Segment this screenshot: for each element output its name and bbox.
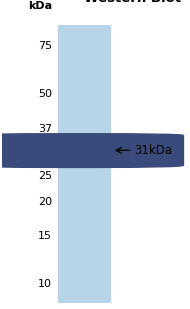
Text: 75: 75 (38, 41, 52, 51)
Text: 15: 15 (38, 231, 52, 241)
Text: Western Blot: Western Blot (84, 0, 181, 5)
Text: 37: 37 (38, 125, 52, 134)
Text: 31kDa: 31kDa (134, 144, 172, 157)
Text: 10: 10 (38, 279, 52, 289)
Text: kDa: kDa (28, 1, 52, 11)
Text: 20: 20 (38, 197, 52, 207)
FancyBboxPatch shape (0, 134, 183, 167)
Bar (58, 25, 110, 303)
Text: 25: 25 (38, 171, 52, 181)
Text: 50: 50 (38, 89, 52, 99)
